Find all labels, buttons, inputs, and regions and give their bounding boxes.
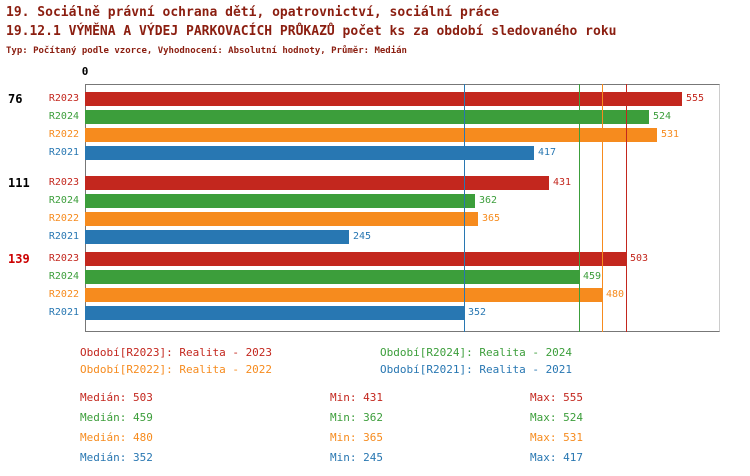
median-line [602, 84, 603, 332]
bar-row-label: R2024 [48, 271, 79, 282]
stat-median: Medián: 503 [80, 391, 153, 404]
bar-value-label: 245 [353, 231, 372, 242]
stat-max: Max: 524 [530, 411, 583, 424]
plot-area [85, 84, 720, 332]
legend-item-r2022: Období[R2022]: Realita - 2022 [80, 363, 273, 376]
bar-value-label: 352 [468, 307, 487, 318]
group-value-label: 111 [8, 176, 30, 190]
bar-value-label: 365 [482, 213, 501, 224]
bar [85, 176, 549, 190]
bar-value-label: 417 [538, 147, 557, 158]
bar-value-label: 503 [630, 253, 649, 264]
chart-title: 19.12.1 VÝMĚNA A VÝDEJ PARKOVACÍCH PRŮKA… [6, 24, 617, 39]
bar-value-label: 480 [606, 289, 625, 300]
bar [85, 194, 475, 208]
bar-row-label: R2023 [48, 253, 79, 264]
median-line [626, 84, 627, 332]
bar [85, 146, 534, 160]
bar [85, 252, 626, 266]
bar [85, 92, 682, 106]
chart-subtitle: Typ: Počítaný podle vzorce, Vyhodnocení:… [6, 46, 407, 56]
bar [85, 110, 649, 124]
x-axis-origin-label: 0 [81, 65, 89, 78]
bar [85, 212, 478, 226]
group-value-label: 76 [8, 92, 23, 106]
stat-median: Medián: 352 [80, 451, 153, 464]
bar [85, 270, 579, 284]
group-value-label: 139 [8, 252, 30, 266]
stat-max: Max: 417 [530, 451, 583, 464]
bar-row-label: R2021 [48, 307, 79, 318]
bar [85, 288, 602, 302]
bar-row-label: R2024 [48, 111, 79, 122]
bar-value-label: 431 [553, 177, 572, 188]
stat-max: Max: 555 [530, 391, 583, 404]
bar-row-label: R2021 [48, 231, 79, 242]
bar-value-label: 555 [686, 93, 705, 104]
bar-row-label: R2021 [48, 147, 79, 158]
bar-row-label: R2024 [48, 195, 79, 206]
stat-min: Min: 362 [330, 411, 383, 424]
stat-min: Min: 245 [330, 451, 383, 464]
bar-value-label: 531 [661, 129, 680, 140]
page-title: 19. Sociálně právní ochrana dětí, opatro… [6, 5, 500, 20]
bar [85, 128, 657, 142]
bar-row-label: R2022 [48, 129, 79, 140]
stat-max: Max: 531 [530, 431, 583, 444]
stat-min: Min: 431 [330, 391, 383, 404]
bar-row-label: R2023 [48, 93, 79, 104]
median-line [579, 84, 580, 332]
bar-row-label: R2023 [48, 177, 79, 188]
legend-item-r2021: Období[R2021]: Realita - 2021 [380, 363, 573, 376]
median-line [464, 84, 465, 332]
stat-median: Medián: 480 [80, 431, 153, 444]
bar-row-label: R2022 [48, 213, 79, 224]
bar [85, 306, 464, 320]
bar [85, 230, 349, 244]
legend-item-r2024: Období[R2024]: Realita - 2024 [380, 346, 573, 359]
bar-value-label: 459 [583, 271, 602, 282]
bar-value-label: 524 [653, 111, 672, 122]
legend-item-r2023: Období[R2023]: Realita - 2023 [80, 346, 273, 359]
bar-row-label: R2022 [48, 289, 79, 300]
bar-value-label: 362 [479, 195, 498, 206]
stat-median: Medián: 459 [80, 411, 153, 424]
stat-min: Min: 365 [330, 431, 383, 444]
